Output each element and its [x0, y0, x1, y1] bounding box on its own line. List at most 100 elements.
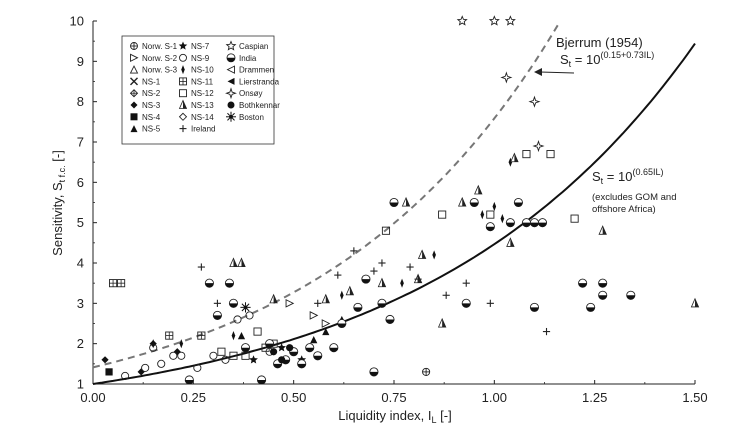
- legend-item: Ireland: [179, 125, 215, 134]
- legend-item: NS-12: [179, 89, 214, 98]
- y-tick-label: 2: [77, 336, 84, 351]
- data-point: [480, 210, 485, 220]
- data-point: [546, 150, 555, 159]
- data-point: [277, 343, 287, 352]
- data-point: [141, 363, 150, 372]
- legend-label: NS-9: [191, 54, 210, 63]
- legend-item: Bothkennar: [227, 101, 280, 110]
- fit-curves: [92, 23, 696, 385]
- series-ns-10: [151, 157, 513, 349]
- data-point: [305, 343, 315, 353]
- series-norw-s-2: [285, 299, 331, 328]
- data-point: [522, 150, 531, 159]
- y-tick-label: 1: [77, 377, 84, 392]
- legend: Norw. S-1 Norw. S-2 Norw. S-3 NS-1 NS-2 NS-3 N…: [121, 35, 280, 145]
- data-point: [237, 332, 246, 340]
- data-point: [506, 237, 515, 247]
- data-point: [233, 315, 242, 324]
- data-point: [504, 15, 516, 26]
- data-point: [249, 355, 258, 364]
- legend-marker: [227, 101, 235, 109]
- legend-label: Lierstranda: [239, 77, 280, 86]
- y-tick-label: 10: [70, 14, 84, 29]
- data-point: [137, 368, 145, 376]
- legend-marker: [130, 101, 138, 109]
- data-point: [598, 225, 607, 235]
- fit-curve: [92, 43, 696, 385]
- legend-marker: [178, 99, 188, 109]
- data-point: [492, 201, 497, 212]
- x-axis-title: Liquidity index, IL [-]: [338, 408, 451, 425]
- legend-item: India: [226, 53, 257, 63]
- x-tick-label: 0.50: [281, 390, 306, 405]
- data-point: [193, 363, 202, 372]
- legend-marker: [179, 53, 187, 62]
- data-point: [173, 348, 181, 356]
- legend-marker: [129, 65, 139, 74]
- legend-item: NS-1: [130, 77, 161, 86]
- data-point: [209, 351, 218, 360]
- legend-marker: [179, 77, 187, 86]
- bjerrum-curve: [92, 23, 560, 369]
- legend-label: Norw. S-2: [142, 54, 178, 63]
- data-point: [245, 311, 254, 320]
- x-tick-label: 0.75: [381, 390, 406, 405]
- data-point: [401, 196, 411, 207]
- x-tick-label: 1.50: [682, 390, 707, 405]
- legend-item: Lierstranda: [227, 77, 280, 86]
- data-point: [690, 297, 700, 308]
- data-point: [488, 15, 500, 26]
- data-point: [461, 298, 471, 308]
- data-point: [406, 263, 414, 271]
- y-tick-label: 7: [77, 135, 84, 150]
- legend-item: NS-14: [178, 112, 214, 122]
- data-point: [285, 299, 295, 308]
- data-point: [237, 257, 246, 268]
- legend-label: Norw. S-3: [142, 66, 178, 75]
- data-point: [578, 278, 588, 288]
- data-point: [257, 375, 267, 385]
- data-point: [353, 302, 363, 312]
- series-boston: [240, 302, 251, 313]
- legend-item: NS-13: [178, 99, 214, 110]
- data-point: [486, 299, 494, 307]
- data-point: [117, 279, 126, 288]
- data-point: [337, 318, 347, 329]
- legend-marker: [179, 125, 187, 133]
- data-point: [334, 271, 342, 279]
- series-ireland: [197, 247, 551, 336]
- data-point: [414, 275, 422, 283]
- legend-marker: [225, 40, 237, 51]
- series-ns-4: [105, 368, 113, 376]
- fit-note-line2: offshore Africa): [592, 204, 656, 215]
- data-points: [101, 15, 700, 385]
- legend-marker: [226, 111, 236, 122]
- legend-label: Caspian: [239, 42, 268, 51]
- legend-item: NS-5: [130, 125, 161, 134]
- data-point: [177, 351, 186, 360]
- data-point: [217, 347, 226, 356]
- series-norw-s-1: [422, 367, 431, 376]
- data-point: [529, 302, 540, 312]
- series-bothkennar: [270, 344, 294, 364]
- data-point: [229, 257, 238, 268]
- data-point: [314, 299, 322, 307]
- data-point: [400, 278, 404, 288]
- legend-item: Norw. S-1: [130, 42, 178, 51]
- data-point: [598, 278, 608, 288]
- data-point: [486, 210, 495, 219]
- y-tick-label: 9: [77, 54, 84, 69]
- legend-label: NS-4: [142, 113, 161, 122]
- legend-label: NS-2: [142, 89, 161, 98]
- y-tick-label: 8: [77, 94, 84, 109]
- data-point: [240, 302, 251, 313]
- data-point: [278, 356, 286, 364]
- data-point: [322, 327, 330, 336]
- data-point: [321, 293, 330, 304]
- data-point: [570, 214, 579, 223]
- data-point: [485, 222, 495, 232]
- data-point: [329, 343, 339, 353]
- data-point: [417, 249, 427, 259]
- data-point: [151, 339, 155, 349]
- data-point: [458, 196, 467, 207]
